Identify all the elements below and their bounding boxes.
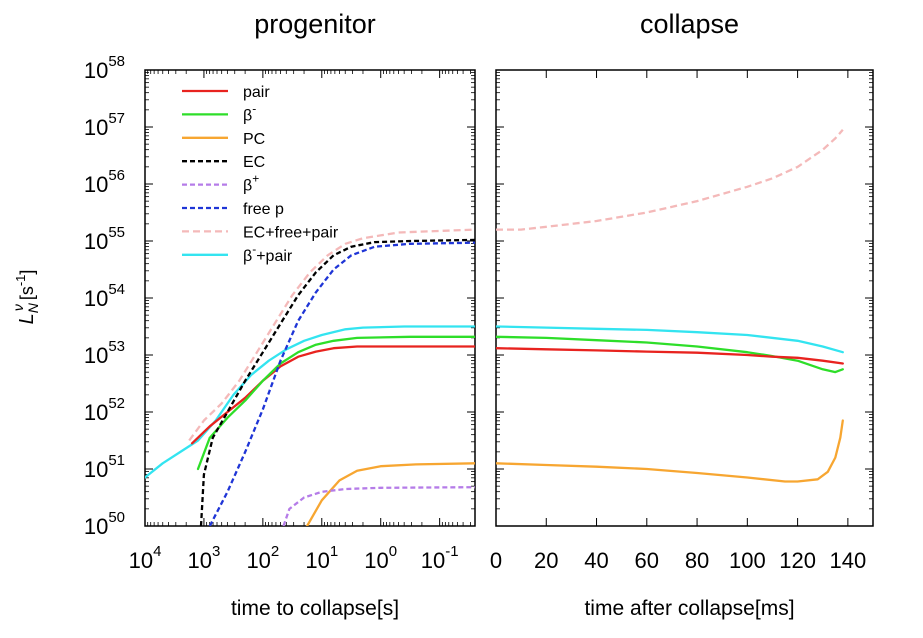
legend-label: EC — [243, 154, 265, 171]
x-tick-label: 102 — [246, 543, 279, 573]
series-line-beta-plus — [282, 486, 475, 526]
legend-label: β-+pair — [243, 242, 293, 265]
y-tick-label: 1058 — [84, 53, 125, 83]
x-tick-label: 104 — [129, 543, 162, 573]
x-tick-label: 20 — [534, 548, 558, 573]
legend-label: PC — [243, 131, 265, 148]
legend-label: EC+free+pair — [243, 224, 339, 241]
y-label-unit-superscript: -1 — [13, 275, 28, 287]
y-tick-label: 1051 — [84, 452, 125, 482]
legend-label: β+ — [243, 172, 259, 195]
x-tick-label: 103 — [188, 543, 221, 573]
x-tick-label: 100 — [729, 548, 766, 573]
y-label-subscript: N — [25, 302, 41, 313]
series-line-beta-minus-pair — [496, 325, 844, 354]
svg-text:LNν[s-1]: LNν [s-1] — [10, 270, 41, 325]
series-line-pair — [190, 345, 475, 445]
y-axis-label: LNν [s-1] — [10, 270, 41, 325]
legend-label: free p — [243, 201, 284, 218]
x-axis-label: time to collapse[s] — [231, 597, 399, 620]
y-tick-label: 1052 — [84, 395, 125, 425]
x-axis-label: time after collapse[ms] — [584, 597, 794, 620]
y-tick-label: 1053 — [84, 338, 125, 368]
legend-label: β- — [243, 101, 256, 124]
series-line-beta-minus — [496, 335, 844, 374]
y-tick-label: 1055 — [84, 224, 125, 254]
series-line-pc — [496, 419, 844, 483]
y-tick-label: 1054 — [84, 281, 125, 311]
x-tick-label: 40 — [584, 548, 608, 573]
x-tick-label: 100 — [364, 543, 397, 573]
y-label-unit: [s — [17, 286, 37, 300]
x-tick-label: 80 — [685, 548, 709, 573]
series-line-ec — [199, 238, 475, 526]
series-line-beta-minus-pair — [145, 325, 475, 479]
series-group — [496, 129, 844, 483]
series-line-pc — [305, 462, 475, 526]
y-label-base: L — [16, 313, 38, 324]
series-line-ec-free-pair — [188, 228, 475, 442]
series-line-ec-free-pair — [496, 129, 844, 231]
series-group — [145, 228, 475, 526]
y-tick-label: 1050 — [84, 509, 125, 539]
panel-progenitor: progenitor time to collapse[s] 104 103 102 10… — [129, 9, 476, 620]
y-label-superscript: ν — [10, 304, 26, 311]
y-axis-ticks: 1050 1051 1052 1053 1054 1055 1056 1057 1058 — [84, 53, 125, 539]
x-tick-label: 10-1 — [421, 543, 459, 573]
y-tick-label: 1056 — [84, 167, 125, 197]
x-tick-label: 0 — [490, 548, 502, 573]
series-line-beta-minus — [196, 335, 475, 471]
x-tick-label: 101 — [305, 543, 338, 573]
x-tick-label: 120 — [779, 548, 816, 573]
panel-collapse: collapse time after collapse[ms] 0 20 40 60 80… — [490, 9, 874, 620]
plot-frame — [495, 69, 874, 527]
y-label-unit-end: ] — [17, 270, 37, 275]
x-tick-label: 140 — [830, 548, 867, 573]
series-line-free-p — [208, 241, 475, 526]
panel-title: progenitor — [254, 9, 376, 39]
panel-title: collapse — [640, 9, 739, 39]
y-tick-label: 1057 — [84, 110, 125, 140]
legend-label: pair — [243, 84, 270, 101]
x-tick-label: 60 — [635, 548, 659, 573]
series-line-pair — [496, 347, 844, 365]
